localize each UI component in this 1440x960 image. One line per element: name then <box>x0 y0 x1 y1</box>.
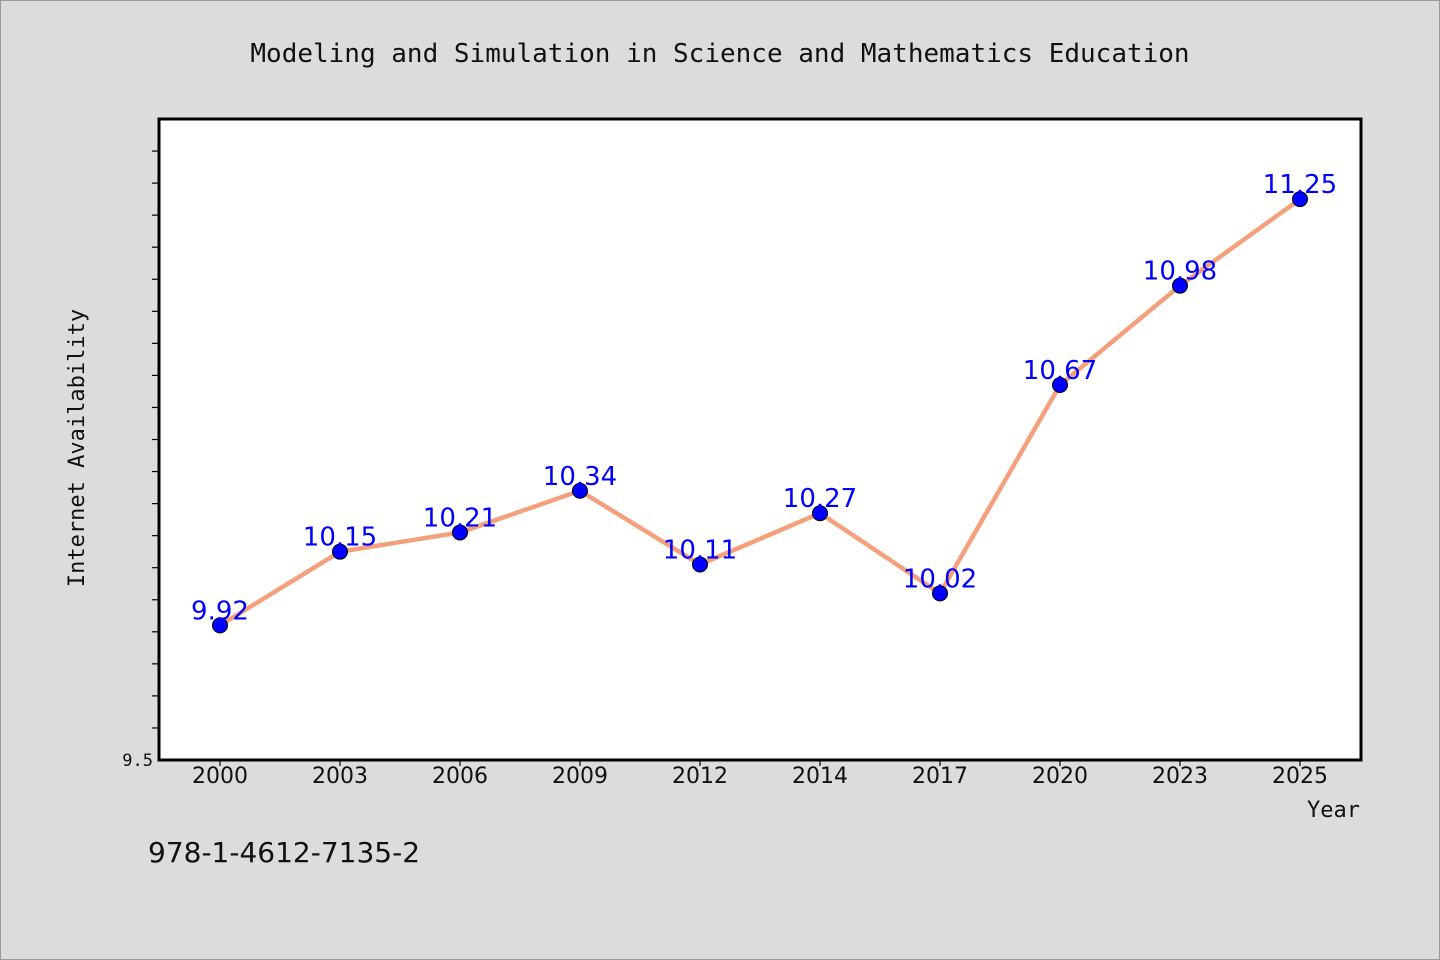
data-label: 10.27 <box>783 484 857 514</box>
data-point-marker <box>692 556 708 573</box>
x-tick-label: 2000 <box>192 764 248 789</box>
plot-area <box>157 117 1363 762</box>
footer-isbn: 978-1-4612-7135-2 <box>148 836 420 869</box>
series-line-group <box>217 196 1303 628</box>
x-tick-label: 2006 <box>432 764 488 789</box>
data-point-marker <box>452 524 468 541</box>
data-label: 10.21 <box>423 503 497 533</box>
x-axis-ticks: 2000 2003 2006 2009 2012 2014 2017 2020 2023 2025 <box>192 760 1328 789</box>
data-point-marker <box>212 617 228 634</box>
x-tick-label: 2014 <box>792 764 848 789</box>
y-axis-label: Internet Availability <box>65 309 90 587</box>
x-tick-label: 2009 <box>552 764 608 789</box>
data-labels-group: 9.92 10.15 10.21 10.34 10.11 10.27 10.02 10.67 1… <box>191 170 1337 626</box>
data-label: 10.98 <box>1143 257 1217 287</box>
data-point-marker <box>812 505 828 522</box>
data-point-marker <box>1172 277 1188 294</box>
data-point-marker <box>1292 191 1308 208</box>
x-tick-label: 2003 <box>312 764 368 789</box>
data-point-marker <box>332 543 348 560</box>
data-label: 10.15 <box>303 523 377 553</box>
data-label: 10.34 <box>543 462 617 492</box>
data-label: 9.92 <box>191 596 249 626</box>
data-label: 11.25 <box>1263 170 1337 200</box>
data-label: 10.02 <box>903 564 977 594</box>
data-point-marker <box>572 482 588 499</box>
x-tick-label: 2025 <box>1272 764 1328 789</box>
x-axis-label: Year <box>1307 798 1360 823</box>
x-tick-label: 2023 <box>1152 764 1208 789</box>
data-label: 10.67 <box>1023 356 1097 386</box>
y-tick-label: 9.5 <box>122 751 153 771</box>
x-tick-label: 2020 <box>1032 764 1088 789</box>
data-point-marker <box>932 585 948 602</box>
markers-group <box>212 191 1308 634</box>
data-point-marker <box>1052 377 1068 394</box>
data-label: 10.11 <box>663 535 737 565</box>
series-line <box>217 196 1303 628</box>
y-axis-ticks: 9.5 <box>122 150 159 771</box>
x-tick-label: 2017 <box>912 764 968 789</box>
x-tick-label: 2012 <box>672 764 728 789</box>
chart-title: Modeling and Simulation in Science and M… <box>250 39 1189 69</box>
